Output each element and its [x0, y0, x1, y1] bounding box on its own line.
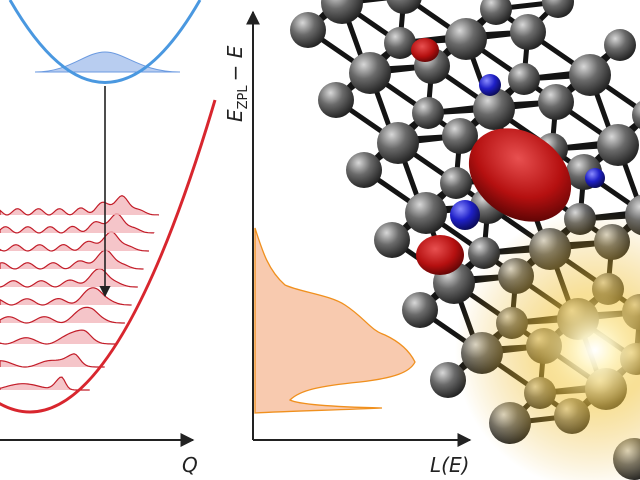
wave-line — [0, 306, 125, 324]
carbon-atom — [473, 88, 515, 130]
carbon-atom — [480, 0, 512, 25]
carbon-atom — [542, 0, 574, 18]
carbon-atom — [538, 84, 574, 120]
vibrational-levels — [0, 195, 160, 391]
wave-line — [0, 231, 149, 252]
wave-fill — [0, 250, 144, 269]
wave-fill — [0, 287, 132, 305]
label-part: − E — [223, 45, 247, 81]
carbon-atom — [290, 12, 326, 48]
label-part: E — [223, 109, 247, 122]
wave-line — [0, 287, 132, 306]
carbon-atom — [405, 192, 447, 234]
excited-potential — [0, 99, 217, 414]
carbon-atom — [569, 54, 611, 96]
y-axis-label: EZPL − E — [223, 45, 251, 122]
nitrogen-atom — [450, 200, 480, 230]
carbon-atom — [445, 18, 487, 60]
carbon-atom — [442, 118, 478, 154]
orbital-lobe — [411, 38, 439, 62]
carbon-atom — [597, 124, 639, 166]
carbon-atom — [318, 82, 354, 118]
wave-line — [0, 249, 144, 270]
carbon-atom — [632, 101, 640, 129]
carbon-atom — [440, 167, 472, 199]
carbon-atom — [604, 29, 636, 61]
wave-line — [0, 353, 105, 368]
carbon-atom — [402, 292, 438, 328]
carbon-atom — [412, 97, 444, 129]
q-axis-label: Q — [182, 453, 198, 477]
wave-fill — [0, 231, 149, 251]
carbon-atom — [386, 0, 422, 14]
carbon-atom — [321, 0, 363, 24]
x-axis-label: L(E) — [430, 453, 469, 477]
wave-line — [0, 268, 138, 288]
wave-fill — [0, 307, 125, 323]
carbon-atom — [384, 27, 416, 59]
carbon-atom — [349, 52, 391, 94]
carbon-atom — [374, 222, 410, 258]
emission-glow — [455, 210, 640, 480]
wave-fill — [0, 330, 117, 344]
ground-potential — [8, 0, 202, 84]
carbon-atom — [377, 122, 419, 164]
orbital-lobe — [416, 235, 464, 275]
nitrogen-atom — [585, 168, 605, 188]
wave-line — [0, 213, 155, 234]
label-sub: ZPL — [236, 85, 251, 110]
wave-fill — [0, 213, 155, 233]
orbital-lobe — [468, 128, 572, 222]
nitrogen-atom — [479, 74, 501, 96]
wave-line — [0, 195, 160, 216]
wave-fill — [0, 268, 138, 287]
carbon-atom — [508, 63, 540, 95]
wave-line — [0, 376, 90, 391]
wave-line — [0, 329, 117, 345]
wave-fill — [0, 195, 159, 215]
spectrum — [254, 227, 416, 414]
carbon-atom — [510, 14, 546, 50]
carbon-atom — [346, 152, 382, 188]
